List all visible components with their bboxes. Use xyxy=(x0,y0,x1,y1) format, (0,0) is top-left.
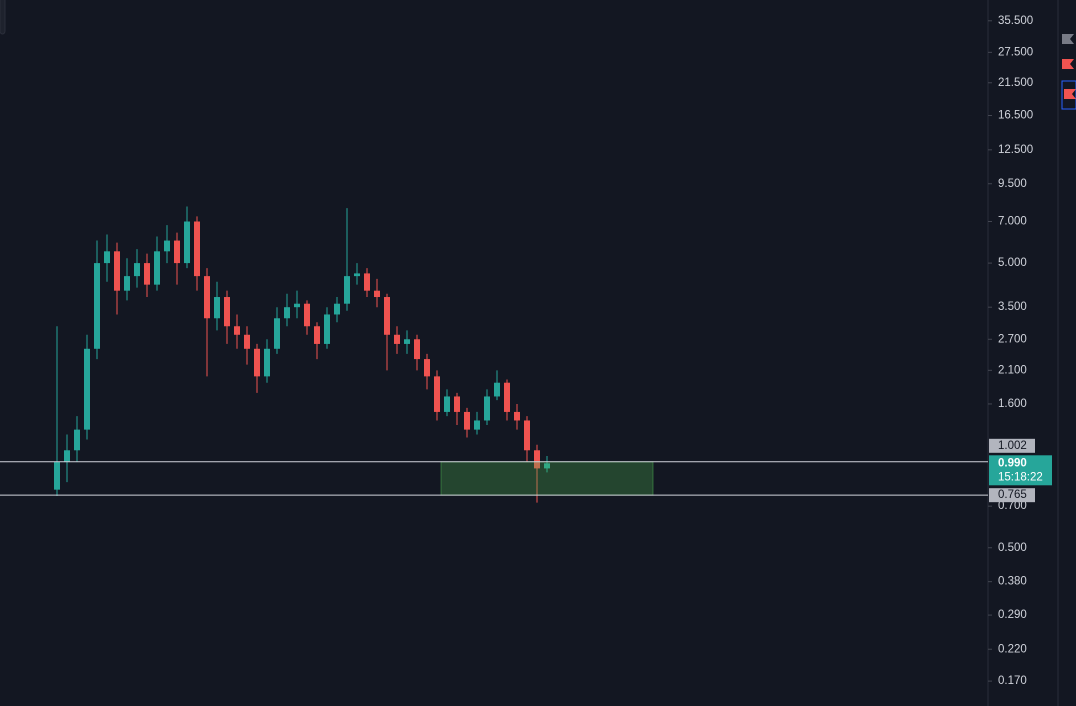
candle-body xyxy=(124,276,130,291)
candle-body xyxy=(444,396,450,412)
candle-body xyxy=(534,450,540,469)
candle-body xyxy=(264,348,270,377)
candle-body xyxy=(234,326,240,335)
price-label-box xyxy=(989,438,1035,453)
price-zone xyxy=(440,461,654,496)
candle-body xyxy=(524,420,530,451)
y-tick-label: 16.500 xyxy=(998,110,1033,122)
candle-body xyxy=(314,326,320,344)
candle-body xyxy=(194,221,200,277)
candle-body xyxy=(84,348,90,430)
candle-body xyxy=(324,314,330,344)
y-tick-label: 0.220 xyxy=(998,643,1027,655)
candle-body xyxy=(344,276,350,304)
candle-body xyxy=(154,251,160,285)
candle-body xyxy=(214,297,220,319)
candle-body xyxy=(284,307,290,319)
candle-body xyxy=(244,334,250,349)
legend-tab[interactable] xyxy=(0,0,6,35)
y-tick-label: 9.500 xyxy=(998,178,1027,190)
last-price-label: 0.990 xyxy=(998,457,1027,469)
candle-body xyxy=(394,334,400,344)
candle-body xyxy=(334,303,340,315)
candle-body xyxy=(454,396,460,412)
candle-body xyxy=(104,251,110,264)
candle-body xyxy=(164,240,170,252)
candle-body xyxy=(184,221,190,264)
candle-body xyxy=(114,251,120,291)
candle-body xyxy=(144,263,150,285)
candle-body xyxy=(304,303,310,327)
y-tick-label: 0.700 xyxy=(998,500,1027,512)
candle-body xyxy=(414,339,420,360)
candle-body xyxy=(254,348,260,377)
candle-body xyxy=(484,396,490,421)
y-tick-label: 21.500 xyxy=(998,77,1033,89)
y-tick-label: 0.290 xyxy=(998,609,1027,621)
candle-body xyxy=(434,376,440,412)
flag-icon[interactable] xyxy=(1062,34,1074,44)
y-tick-label: 3.500 xyxy=(998,301,1027,313)
countdown: 15:18:22 xyxy=(998,471,1043,483)
last-price-box xyxy=(989,455,1052,486)
candle-body xyxy=(364,273,370,291)
y-tick-label: 5.000 xyxy=(998,257,1027,269)
y-tick-label: 2.100 xyxy=(998,364,1027,376)
y-tick-label: 7.000 xyxy=(998,216,1027,228)
candle-body xyxy=(274,318,280,349)
candle-body xyxy=(474,420,480,430)
candle-body xyxy=(64,450,70,463)
candle-body xyxy=(294,303,300,308)
candle-body xyxy=(384,297,390,335)
candle-body xyxy=(494,382,500,397)
candle-body xyxy=(54,462,60,490)
candle-body xyxy=(464,411,470,430)
candle-body xyxy=(204,276,210,319)
candle-body xyxy=(134,263,140,277)
candle-body xyxy=(174,240,180,264)
candle-body xyxy=(354,273,360,277)
selected-flag-frame[interactable] xyxy=(1061,80,1076,110)
y-tick-label: 0.170 xyxy=(998,675,1027,687)
price-label-box xyxy=(989,488,1035,503)
price-label: 0.765 xyxy=(998,489,1027,501)
candle-body xyxy=(514,411,520,421)
y-tick-label: 1.600 xyxy=(998,398,1027,410)
candle-body xyxy=(94,263,100,349)
candle-body xyxy=(404,339,410,344)
price-label: 1.002 xyxy=(998,440,1027,452)
y-tick-label: 2.700 xyxy=(998,333,1027,345)
y-tick-label: 27.500 xyxy=(998,46,1033,58)
candle-body xyxy=(74,429,80,451)
y-tick-label: 0.500 xyxy=(998,542,1027,554)
flag-icon[interactable] xyxy=(1064,89,1076,99)
y-tick-label: 35.500 xyxy=(998,15,1033,27)
candle-body xyxy=(504,382,510,412)
candle-body xyxy=(424,359,430,377)
y-tick-label: 0.380 xyxy=(998,576,1027,588)
y-tick-label: 12.500 xyxy=(998,144,1033,156)
candle-body xyxy=(224,297,230,327)
candle-body xyxy=(374,290,380,298)
candle-body xyxy=(544,463,550,469)
flag-icon[interactable] xyxy=(1062,59,1074,69)
